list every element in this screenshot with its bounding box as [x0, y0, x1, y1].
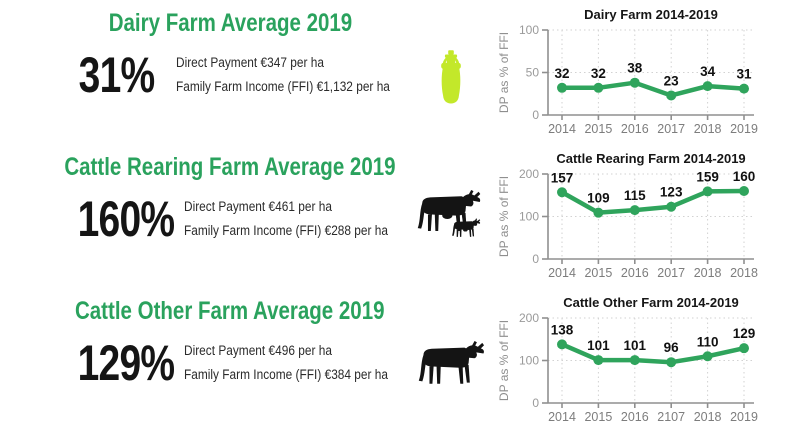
section-cattle-rearing-farm: Cattle Rearing Farm Average 2019 160% Di… [0, 144, 793, 288]
svg-text:129: 129 [733, 326, 756, 341]
cattle-rearing-chart-box: 0 100 200 2014 2015 2016 2017 2018 2018 Cattle Re… [494, 144, 793, 288]
bull-icon [418, 341, 484, 384]
svg-text:110: 110 [697, 334, 719, 349]
svg-text:0: 0 [532, 108, 539, 122]
svg-text:2017: 2017 [657, 266, 685, 280]
cattle-other-stat-block: Cattle Other Farm Average 2019 129% Dire… [0, 288, 494, 433]
svg-text:100: 100 [519, 210, 539, 224]
svg-text:23: 23 [664, 73, 680, 88]
dairy-ffi: Family Farm Income (FFI) €1,132 per ha [176, 79, 391, 94]
svg-text:101: 101 [624, 338, 647, 353]
svg-text:32: 32 [554, 66, 569, 81]
svg-text:2015: 2015 [584, 266, 612, 280]
svg-text:DP as % of FFI: DP as % of FFI [497, 320, 511, 401]
cattle-rearing-heading-text: Cattle Rearing Farm Average 2019 [64, 153, 396, 181]
svg-text:Dairy Farm 2014-2019: Dairy Farm 2014-2019 [584, 7, 718, 22]
cattle-other-farm-chart: 0 100 200 2014 2015 2016 2107 2018 2019 Cattle Ot… [497, 295, 758, 424]
cattle-other-stat-row: 129% Direct Payment €496 per ha Family F… [0, 334, 494, 392]
section-cattle-other-farm: Cattle Other Farm Average 2019 129% Dire… [0, 288, 793, 433]
svg-text:159: 159 [696, 169, 719, 184]
svg-text:Cattle Rearing Farm 2014-2019: Cattle Rearing Farm 2014-2019 [556, 151, 745, 166]
cattle-other-direct-payment: Direct Payment €496 per ha [184, 343, 332, 358]
section-dairy-farm: Dairy Farm Average 2019 31% Direct Payme… [0, 0, 793, 144]
svg-text:2018: 2018 [694, 410, 722, 424]
cattle-other-ffi: Family Farm Income (FFI) €384 per ha [184, 367, 389, 382]
svg-text:2015: 2015 [584, 122, 612, 136]
cattle-rearing-details: Direct Payment €461 per ha Family Farm I… [184, 195, 416, 243]
svg-text:50: 50 [526, 66, 540, 80]
svg-text:2016: 2016 [621, 266, 649, 280]
cattle-other-heading: Cattle Other Farm Average 2019 [0, 296, 494, 326]
dairy-direct-payment: Direct Payment €347 per ha [176, 55, 325, 70]
svg-text:200: 200 [519, 311, 539, 325]
svg-text:2016: 2016 [621, 122, 649, 136]
cattle-rearing-stat-block: Cattle Rearing Farm Average 2019 160% Di… [0, 144, 494, 288]
dairy-heading-text: Dairy Farm Average 2019 [108, 9, 352, 37]
svg-text:200: 200 [519, 167, 539, 181]
svg-text:123: 123 [660, 185, 683, 200]
cattle-rearing-direct-payment: Direct Payment €461 per ha [184, 199, 332, 214]
dairy-details: Direct Payment €347 per ha Family Farm I… [176, 51, 413, 99]
svg-text:101: 101 [587, 338, 610, 353]
svg-text:2107: 2107 [657, 410, 685, 424]
svg-text:2014: 2014 [548, 122, 576, 136]
cattle-other-chart-box: 0 100 200 2014 2015 2016 2107 2018 2019 Cattle Ot… [494, 288, 793, 433]
svg-text:100: 100 [519, 23, 539, 37]
cattle-rearing-farm-chart: 0 100 200 2014 2015 2016 2017 2018 2018 Cattle Re… [497, 151, 758, 280]
svg-text:160: 160 [733, 169, 756, 184]
svg-text:109: 109 [587, 191, 610, 206]
svg-text:2019: 2019 [730, 410, 758, 424]
svg-text:DP as % of FFI: DP as % of FFI [497, 176, 511, 257]
cow-and-calf-icon [417, 190, 481, 237]
svg-text:2014: 2014 [548, 410, 576, 424]
svg-text:2018: 2018 [694, 122, 722, 136]
svg-text:0: 0 [532, 252, 539, 266]
dairy-heading: Dairy Farm Average 2019 [0, 8, 494, 38]
svg-text:34: 34 [700, 64, 716, 79]
svg-text:2016: 2016 [621, 410, 649, 424]
dairy-chart-box: 0 50 100 2014 2015 2016 2017 2018 2019 Dairy Farm… [494, 0, 793, 144]
cattle-other-icon-box [416, 341, 488, 385]
milk-can-icon [440, 50, 461, 104]
svg-text:96: 96 [664, 340, 680, 355]
svg-text:0: 0 [532, 396, 539, 410]
svg-text:2018: 2018 [694, 266, 722, 280]
svg-text:38: 38 [627, 61, 643, 76]
cattle-rearing-icon-box [416, 190, 490, 248]
dairy-stat-block: Dairy Farm Average 2019 31% Direct Payme… [0, 0, 494, 144]
svg-text:2018: 2018 [730, 266, 758, 280]
cattle-other-heading-text: Cattle Other Farm Average 2019 [75, 297, 385, 325]
svg-text:Cattle Other Farm 2014-2019: Cattle Other Farm 2014-2019 [563, 295, 739, 310]
svg-text:115: 115 [624, 188, 646, 203]
cattle-rearing-stat-row: 160% Direct Payment €461 per ha Family F… [0, 190, 494, 248]
dairy-stat-row: 31% Direct Payment €347 per ha Family Fa… [0, 46, 494, 104]
svg-text:2015: 2015 [584, 410, 612, 424]
svg-text:DP as % of FFI: DP as % of FFI [497, 32, 511, 113]
svg-text:2017: 2017 [657, 122, 685, 136]
dairy-farm-chart: 0 50 100 2014 2015 2016 2017 2018 2019 Dairy Farm… [497, 7, 758, 136]
cattle-other-percent: 129% [77, 335, 175, 391]
dairy-percent: 31% [78, 47, 155, 103]
cattle-rearing-heading: Cattle Rearing Farm Average 2019 [0, 152, 494, 182]
svg-text:32: 32 [591, 66, 606, 81]
svg-text:138: 138 [551, 322, 574, 337]
svg-text:157: 157 [551, 170, 574, 185]
cattle-other-details: Direct Payment €496 per ha Family Farm I… [184, 339, 416, 387]
svg-text:100: 100 [519, 354, 539, 368]
dairy-icon-box [413, 46, 488, 104]
svg-text:2019: 2019 [730, 122, 758, 136]
svg-text:2014: 2014 [548, 266, 576, 280]
svg-text:31: 31 [736, 67, 752, 82]
cattle-rearing-ffi: Family Farm Income (FFI) €288 per ha [184, 223, 389, 238]
cattle-rearing-percent: 160% [77, 191, 175, 247]
